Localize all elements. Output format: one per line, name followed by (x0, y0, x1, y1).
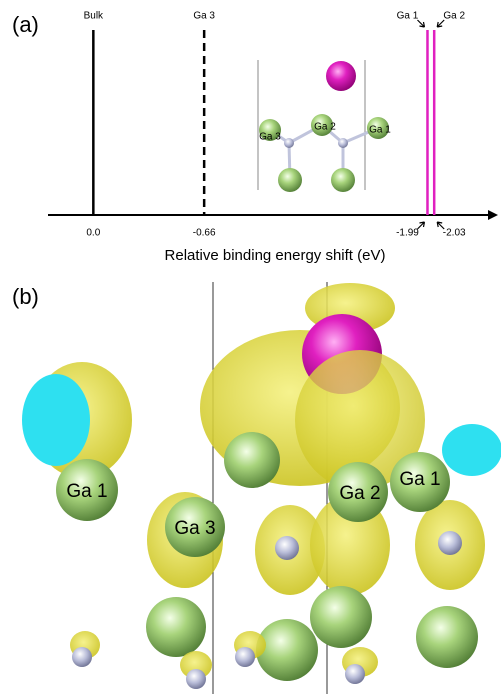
atom-label: Ga 1 (66, 481, 107, 502)
panel-label: (b) (12, 284, 39, 309)
density-image: Ga 1 Ga 3 Ga 2 Ga 1 (22, 282, 501, 694)
x-axis-arrow (488, 210, 498, 220)
value-label: -2.03 (443, 228, 466, 239)
inset-label: Ga 3 (259, 132, 281, 143)
value-label: 0.0 (86, 228, 100, 239)
atom-label: Ga 1 (399, 469, 440, 490)
line-label: Ga 2 (443, 11, 465, 22)
inset-structure: Ga 3 Ga 2 Ga 1 (258, 60, 391, 192)
inset-label: Ga 1 (369, 125, 391, 136)
line-label: Bulk (84, 11, 104, 22)
line-label: Ga 1 (397, 11, 419, 22)
line-label: Ga 3 (193, 11, 215, 22)
atom-label: Ga 2 (339, 483, 380, 504)
atom-label: Ga 3 (174, 518, 215, 539)
x-axis-label: Relative binding energy shift (eV) (165, 247, 386, 264)
figure: (a) (b) Ga 3 Ga 2 Ga 1 (0, 0, 501, 694)
label-arrow (417, 20, 424, 27)
label-arrow (437, 20, 444, 27)
value-label: -0.66 (193, 228, 216, 239)
label-arrow (417, 222, 424, 229)
inset-label: Ga 2 (314, 122, 336, 133)
panel-label: (a) (12, 12, 39, 37)
label-arrow (437, 222, 444, 229)
value-label: -1.99 (396, 228, 419, 239)
